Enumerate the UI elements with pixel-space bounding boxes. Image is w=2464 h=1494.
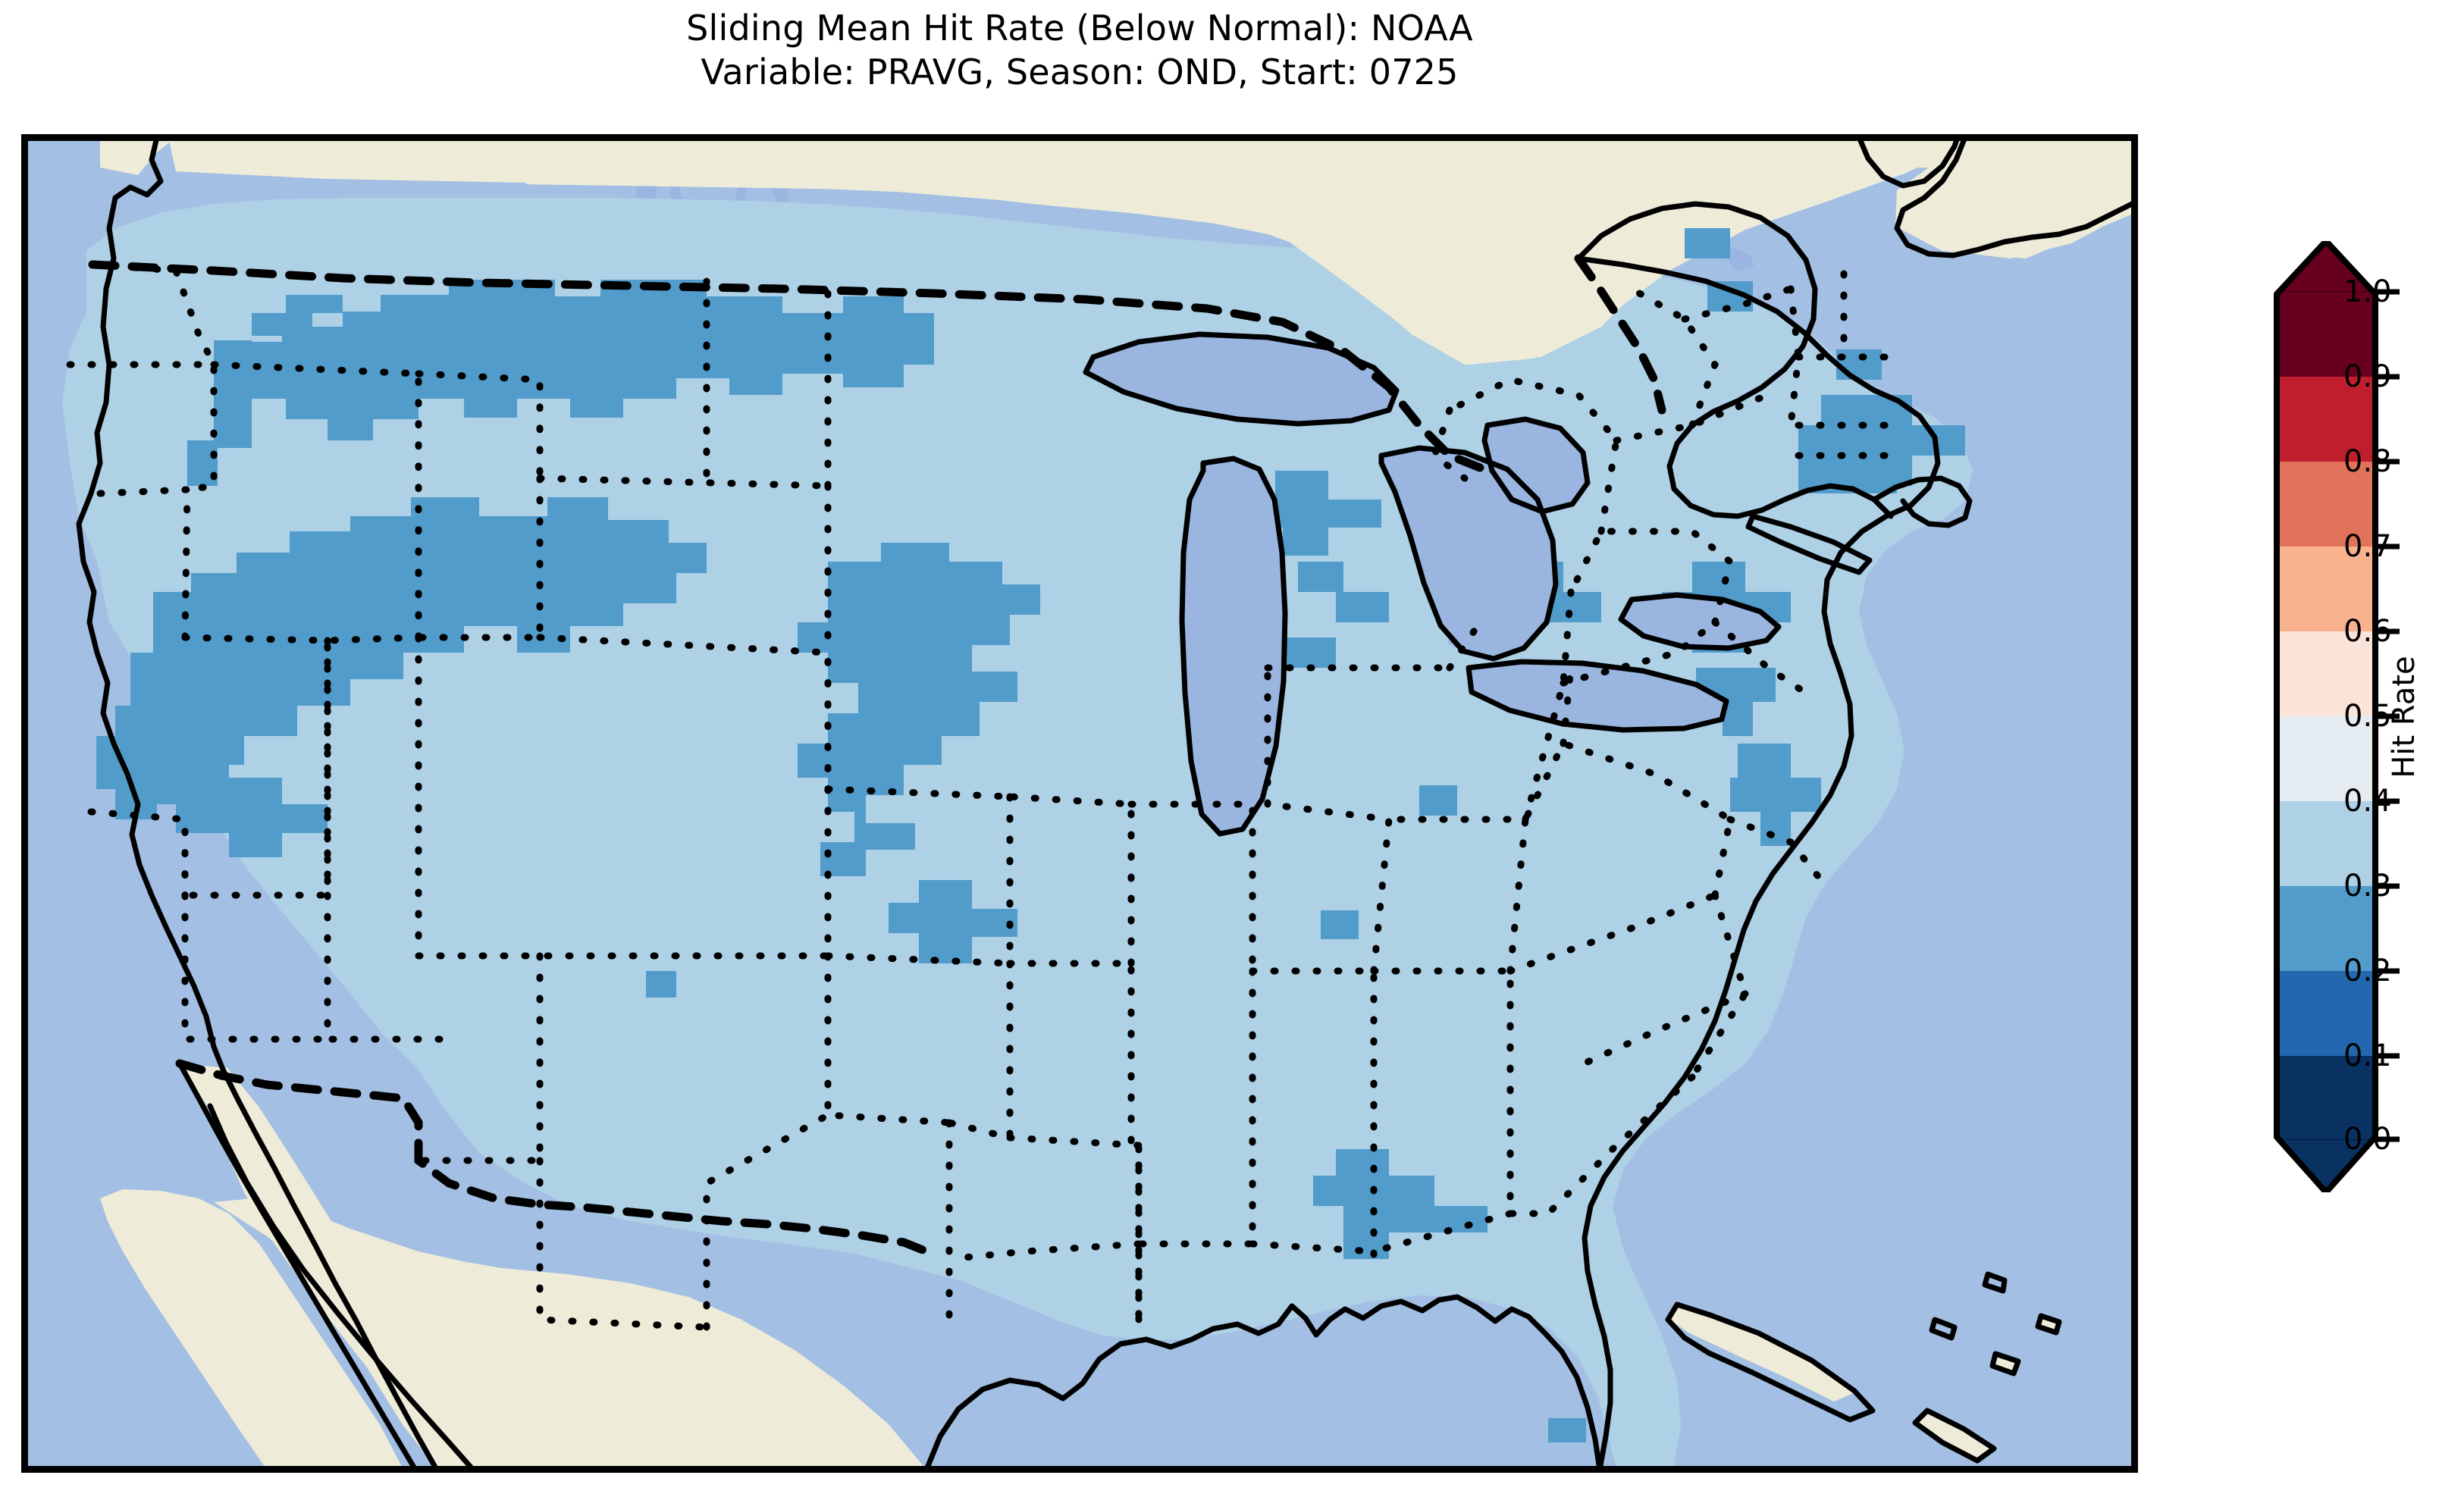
- colorbar-tick-label-0p9: 0.9: [2343, 359, 2392, 394]
- title-line-1: Sliding Mean Hit Rate (Below Normal): NO…: [686, 8, 1473, 49]
- colorbar-tick-label-0p8: 0.8: [2343, 444, 2392, 479]
- title-line-2: Variable: PRAVG, Season: OND, Start: 072…: [701, 52, 1459, 92]
- map-frame-border: [24, 137, 2135, 1470]
- colorbar-tick-label-1p0: 1.0: [2343, 274, 2392, 309]
- colorbar-bins: [2277, 292, 2375, 1139]
- colorbar-tick-label-0p1: 0.1: [2343, 1038, 2392, 1073]
- page-title: Sliding Mean Hit Rate (Below Normal): NO…: [0, 6, 2159, 94]
- colorbar-tick-label-0p6: 0.6: [2343, 614, 2392, 649]
- colorbar: 1.0 0.9 0.8 0.7 0.6 0.5 0.4 0.3 0.2 0.1 …: [2269, 241, 2451, 1192]
- state-borders: [66, 261, 1901, 1331]
- caribbean-overlay: [1667, 1305, 2059, 1461]
- map-panel: [21, 134, 2138, 1473]
- colorbar-tick-label-0p4: 0.4: [2343, 784, 2392, 819]
- colorbar-tick-label-0p2: 0.2: [2343, 954, 2392, 988]
- coastlines: [76, 137, 2135, 1470]
- colorbar-tick-label-0p7: 0.7: [2343, 529, 2392, 564]
- colorbar-svg: [2274, 241, 2400, 1192]
- colorbar-axis-label: Hit Rate: [2387, 656, 2422, 778]
- colorbar-tick-label-0p0: 0.0: [2343, 1122, 2392, 1157]
- colorbar-tick-label-0p3: 0.3: [2343, 869, 2392, 904]
- colorbar-ticks: [2375, 289, 2400, 1142]
- colorbar-tick-label-0p5: 0.5: [2343, 699, 2392, 734]
- map-plot: [24, 137, 2135, 1470]
- international-borders: [88, 254, 1666, 1256]
- canada-border-strip: [115, 137, 2135, 365]
- data-layer-bin-020-030: [96, 228, 1965, 1442]
